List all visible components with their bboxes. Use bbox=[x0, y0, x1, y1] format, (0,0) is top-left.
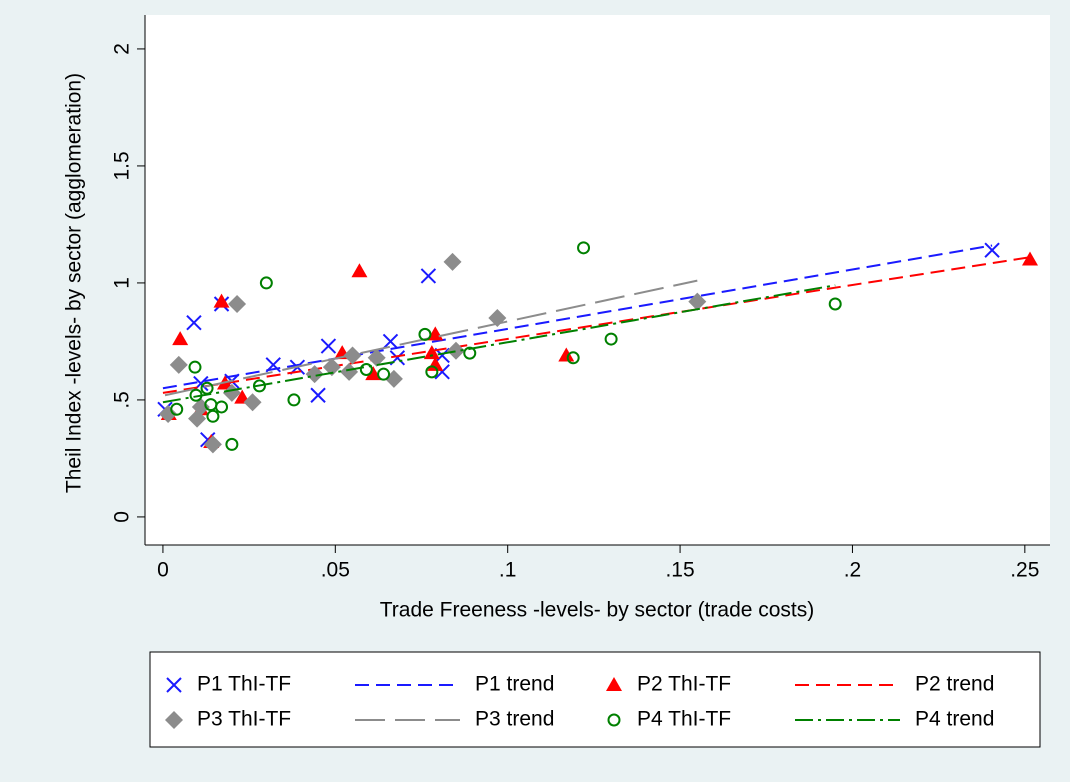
marker-circle bbox=[215, 400, 229, 414]
marker-diamond bbox=[159, 404, 178, 423]
marker-circle bbox=[604, 332, 618, 346]
marker-diamond bbox=[203, 435, 222, 454]
y-axis-title: Theil Index -levels- by sector (agglomer… bbox=[63, 73, 86, 493]
marker-x bbox=[420, 268, 437, 284]
marker-x bbox=[984, 242, 1000, 258]
marker-circle bbox=[359, 363, 373, 377]
marker-x bbox=[382, 333, 399, 350]
marker-x bbox=[320, 338, 337, 354]
x-tick-label: 0 bbox=[157, 559, 169, 582]
x-tick-label: .05 bbox=[321, 559, 350, 582]
marker-diamond bbox=[688, 292, 707, 311]
legend-label: P1 trend bbox=[475, 673, 554, 696]
marker-circle bbox=[287, 393, 301, 407]
y-tick-label: 1 bbox=[111, 277, 134, 289]
marker-x bbox=[166, 677, 182, 693]
marker-triangle bbox=[365, 366, 382, 381]
y-tick-label: 1.5 bbox=[111, 151, 134, 180]
marker-diamond bbox=[243, 393, 262, 412]
marker-circle bbox=[577, 241, 591, 255]
x-tick-label: .15 bbox=[665, 559, 694, 582]
marker-circle bbox=[377, 367, 391, 381]
marker-circle bbox=[566, 351, 580, 365]
marker-circle bbox=[828, 297, 842, 311]
marker-circle bbox=[170, 402, 184, 416]
legend-label: P2 ThI-TF bbox=[637, 673, 731, 696]
marker-diamond bbox=[343, 346, 362, 365]
legend-label: P4 ThI-TF bbox=[637, 708, 731, 731]
x-tick-label: .2 bbox=[844, 559, 862, 582]
marker-diamond bbox=[222, 383, 241, 402]
marker-diamond bbox=[228, 294, 247, 313]
marker-diamond bbox=[443, 252, 462, 271]
marker-circle bbox=[206, 409, 220, 423]
x-tick-label: .25 bbox=[1010, 559, 1039, 582]
trend-line bbox=[164, 279, 698, 397]
marker-diamond bbox=[446, 341, 465, 360]
marker-diamond bbox=[367, 348, 386, 367]
marker-diamond bbox=[169, 355, 188, 374]
legend-label: P3 trend bbox=[475, 708, 554, 731]
marker-x bbox=[310, 387, 326, 403]
legend-label: P4 trend bbox=[915, 708, 994, 731]
marker-x bbox=[186, 314, 202, 331]
legend-label: P2 trend bbox=[915, 673, 994, 696]
marker-triangle bbox=[1022, 251, 1039, 266]
marker-triangle bbox=[172, 331, 189, 346]
marker-circle bbox=[463, 346, 477, 360]
marker-circle bbox=[225, 437, 239, 451]
legend-box bbox=[149, 651, 1041, 748]
marker-diamond bbox=[322, 358, 341, 377]
legend-label: P3 ThI-TF bbox=[197, 708, 291, 731]
marker-triangle bbox=[558, 347, 575, 362]
marker-diamond bbox=[165, 711, 183, 729]
marker-triangle bbox=[351, 263, 368, 278]
legend-label: P1 ThI-TF bbox=[197, 673, 291, 696]
marker-triangle bbox=[606, 677, 622, 691]
marker-circle bbox=[607, 713, 621, 727]
y-tick-label: .5 bbox=[111, 391, 134, 409]
trend-line bbox=[162, 244, 993, 390]
x-axis-title: Trade Freeness -levels- by sector (trade… bbox=[380, 599, 815, 622]
marker-circle bbox=[188, 360, 202, 374]
marker-circle bbox=[425, 365, 439, 379]
plot-area bbox=[145, 15, 1050, 545]
marker-diamond bbox=[340, 362, 359, 381]
marker-circle bbox=[418, 327, 432, 341]
x-tick-label: .1 bbox=[499, 559, 517, 582]
marker-circle bbox=[259, 276, 273, 290]
marker-circle bbox=[252, 379, 266, 393]
marker-triangle bbox=[423, 345, 440, 360]
y-tick-label: 2 bbox=[111, 43, 134, 55]
marker-diamond bbox=[305, 365, 324, 384]
y-tick-label: 0 bbox=[111, 511, 134, 523]
marker-triangle bbox=[213, 293, 230, 308]
trend-line bbox=[162, 284, 836, 404]
